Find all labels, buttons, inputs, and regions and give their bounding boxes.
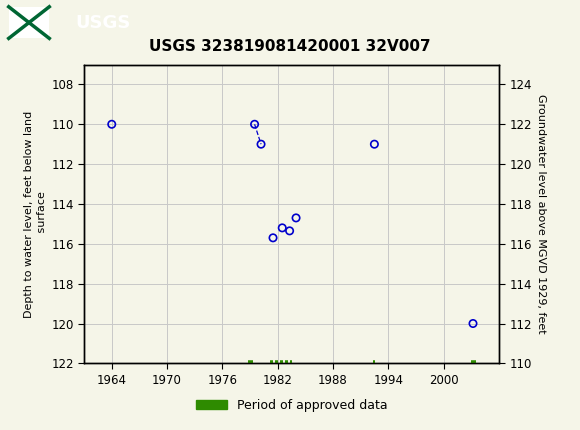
Legend: Period of approved data: Period of approved data <box>190 394 393 417</box>
Point <box>269 234 278 241</box>
FancyBboxPatch shape <box>9 7 49 38</box>
Point <box>107 121 117 128</box>
Point <box>278 224 287 231</box>
Text: USGS 323819081420001 32V007: USGS 323819081420001 32V007 <box>149 39 431 54</box>
Text: USGS: USGS <box>75 14 130 31</box>
Y-axis label: Groundwater level above MGVD 1929, feet: Groundwater level above MGVD 1929, feet <box>536 94 546 334</box>
Point <box>256 141 266 147</box>
Y-axis label: Depth to water level, feet below land
 surface: Depth to water level, feet below land su… <box>24 111 47 317</box>
Point <box>250 121 259 128</box>
Point <box>469 320 478 327</box>
Point <box>369 141 379 147</box>
Point <box>285 227 294 234</box>
Point <box>291 215 300 221</box>
